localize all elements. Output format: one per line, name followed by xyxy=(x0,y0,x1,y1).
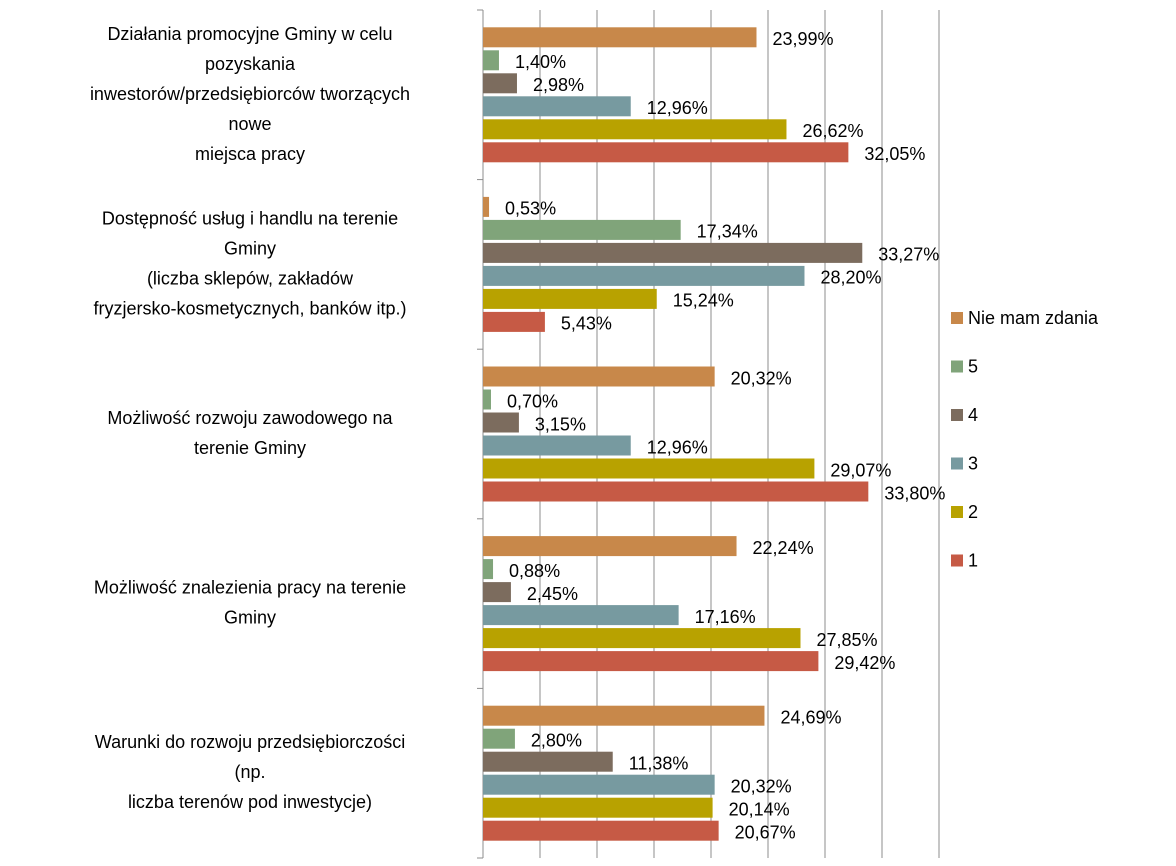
value-label: 20,14% xyxy=(729,799,790,819)
value-label: 20,32% xyxy=(731,776,792,796)
bar xyxy=(483,389,491,410)
value-label: 33,80% xyxy=(884,483,945,503)
value-label: 3,15% xyxy=(535,414,586,434)
value-label: 0,88% xyxy=(509,561,560,581)
value-label: 17,34% xyxy=(697,222,758,242)
legend-label: 5 xyxy=(968,356,978,376)
value-label: 20,67% xyxy=(735,822,796,842)
bar xyxy=(483,628,801,649)
value-label: 33,27% xyxy=(878,245,939,265)
value-label: 12,96% xyxy=(647,98,708,118)
bar xyxy=(483,366,715,387)
category-label: Dostępność usług i handlu na terenie Gmin… xyxy=(93,208,406,318)
value-label: 11,38% xyxy=(629,753,689,773)
bar xyxy=(483,559,494,580)
bar xyxy=(483,288,657,309)
legend-label: 1 xyxy=(968,550,978,570)
bar xyxy=(483,605,679,626)
bar xyxy=(483,651,819,672)
category-label: Możliwość rozwoju zawodowego na terenie G… xyxy=(107,408,393,458)
bar xyxy=(483,797,713,818)
bar xyxy=(483,820,719,841)
bar xyxy=(483,219,681,240)
value-label: 27,85% xyxy=(816,630,877,650)
value-label: 2,80% xyxy=(531,730,582,750)
value-label: 5,43% xyxy=(561,314,612,334)
category-label: Działania promocyjne Gminy w celu pozyska… xyxy=(90,24,410,164)
value-label: 0,53% xyxy=(505,199,556,219)
bar xyxy=(483,481,869,502)
bar xyxy=(483,119,787,140)
value-label: 0,70% xyxy=(507,391,558,411)
legend-swatch xyxy=(951,409,963,421)
bar xyxy=(483,142,849,163)
value-label: 29,42% xyxy=(834,653,895,673)
legend-swatch xyxy=(951,506,963,518)
bar xyxy=(483,458,815,479)
legend-label: 3 xyxy=(968,453,978,473)
value-label: 17,16% xyxy=(695,607,756,627)
category-label: Warunki do rozwoju przedsiębiorczości (np… xyxy=(95,732,405,812)
bar xyxy=(483,265,805,286)
value-label: 22,24% xyxy=(753,538,814,558)
legend-label: Nie mam zdania xyxy=(968,308,1099,328)
value-label: 23,99% xyxy=(772,29,833,49)
bar xyxy=(483,196,490,217)
bar xyxy=(483,728,515,749)
bar xyxy=(483,412,519,433)
value-label: 29,07% xyxy=(830,460,891,480)
bar xyxy=(483,242,863,263)
value-label: 32,05% xyxy=(864,144,925,164)
bar xyxy=(483,774,715,795)
bar xyxy=(483,50,499,71)
value-label: 24,69% xyxy=(780,707,841,727)
value-label: 15,24% xyxy=(673,291,734,311)
bar xyxy=(483,27,757,48)
bar xyxy=(483,73,517,94)
legend-swatch xyxy=(951,312,963,324)
legend-swatch xyxy=(951,457,963,470)
bar xyxy=(483,96,631,117)
category-label: Możliwość znalezienia pracy na terenie Gm… xyxy=(94,577,406,627)
value-label: 1,40% xyxy=(515,52,566,72)
bar xyxy=(483,311,545,332)
bar xyxy=(483,536,737,557)
bar xyxy=(483,705,765,726)
legend-label: 2 xyxy=(968,502,978,522)
value-label: 20,32% xyxy=(731,368,792,388)
bar xyxy=(483,751,613,772)
value-label: 2,45% xyxy=(527,584,578,604)
bar xyxy=(483,582,511,603)
value-label: 28,20% xyxy=(820,268,881,288)
value-label: 26,62% xyxy=(802,121,863,141)
legend-swatch xyxy=(951,554,963,567)
legend-swatch xyxy=(951,360,963,373)
bar xyxy=(483,435,631,456)
legend-label: 4 xyxy=(968,405,978,425)
value-label: 12,96% xyxy=(647,437,708,457)
value-label: 2,98% xyxy=(533,75,584,95)
